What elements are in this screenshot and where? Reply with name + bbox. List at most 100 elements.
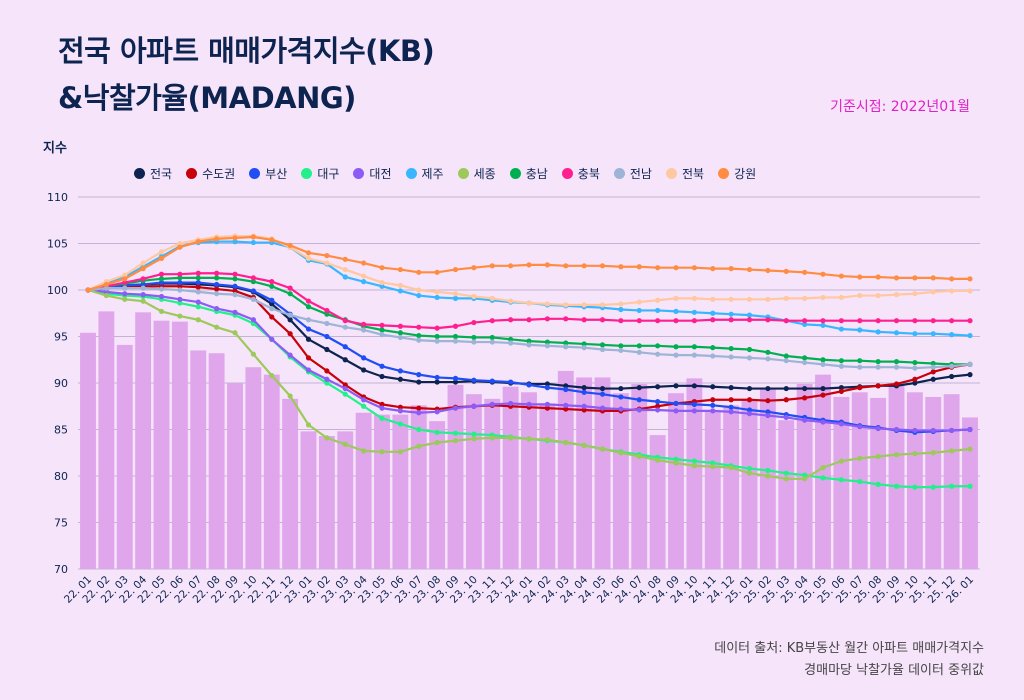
data-point — [728, 317, 734, 323]
data-point — [140, 298, 146, 304]
legend-label: 대전 — [369, 167, 392, 181]
data-point — [838, 326, 844, 332]
data-point — [967, 372, 973, 378]
legend-item[interactable]: 부산 — [249, 165, 287, 182]
bar-auction-rate — [631, 383, 648, 569]
data-point — [269, 237, 275, 243]
legend-item[interactable]: 전남 — [613, 165, 652, 182]
data-point — [103, 292, 109, 299]
data-point — [857, 364, 863, 370]
data-point — [673, 460, 679, 466]
data-point — [471, 339, 477, 345]
data-point — [728, 409, 734, 415]
legend-label: 대구 — [317, 167, 340, 181]
data-point — [324, 311, 330, 317]
data-point — [103, 289, 109, 295]
data-point — [140, 281, 146, 288]
bar-auction-rate — [190, 350, 207, 569]
data-point — [361, 367, 367, 373]
data-point — [379, 322, 385, 328]
data-point — [967, 276, 973, 282]
data-point — [361, 273, 367, 279]
data-point — [930, 289, 936, 295]
legend-label: 제주 — [421, 167, 444, 181]
data-point — [232, 239, 238, 245]
data-point — [618, 347, 624, 354]
data-point — [765, 356, 771, 362]
legend-item[interactable]: 수도권 — [186, 165, 235, 182]
data-point — [710, 345, 716, 351]
data-point — [287, 331, 293, 337]
data-point — [893, 292, 900, 298]
legend-label: 전북 — [681, 167, 705, 181]
legend-item[interactable]: 충남 — [509, 165, 548, 182]
bar-auction-rate — [245, 367, 262, 569]
legend-item[interactable]: 강원 — [718, 165, 756, 182]
legend-item[interactable]: 제주 — [405, 165, 444, 182]
data-point — [508, 340, 514, 346]
data-point — [930, 364, 936, 370]
data-point — [195, 299, 201, 305]
series-충북 — [85, 270, 973, 331]
data-point — [324, 368, 330, 374]
bar-auction-rate — [723, 405, 740, 569]
data-point — [269, 372, 275, 379]
data-point — [544, 301, 550, 307]
data-point — [875, 292, 881, 299]
data-point — [177, 271, 183, 277]
data-point — [930, 331, 936, 337]
bar-auction-rate — [686, 378, 703, 569]
data-point — [158, 271, 165, 277]
legend-marker-icon — [665, 168, 677, 179]
data-point — [783, 318, 789, 324]
y-tick-label: 90 — [54, 377, 68, 390]
bar-auction-rate — [759, 388, 776, 569]
legend-item[interactable]: 세종 — [457, 165, 496, 182]
data-point — [618, 318, 624, 324]
data-point — [250, 296, 256, 302]
data-point — [342, 324, 348, 330]
data-point — [250, 239, 256, 246]
data-point — [158, 308, 165, 314]
data-point — [581, 385, 587, 391]
data-point — [305, 255, 312, 261]
data-point — [361, 355, 367, 361]
legend-item[interactable]: 충북 — [561, 165, 600, 182]
data-point — [379, 279, 385, 286]
data-point — [783, 476, 789, 482]
data-point — [691, 383, 697, 389]
legend-item[interactable]: 대구 — [301, 165, 339, 182]
data-point — [875, 274, 881, 280]
legend-item[interactable]: 대전 — [353, 165, 392, 182]
data-point — [471, 334, 477, 341]
data-point — [214, 291, 220, 297]
data-point — [691, 352, 697, 358]
data-point — [618, 264, 624, 270]
legend-item[interactable]: 전북 — [665, 165, 705, 182]
data-point — [930, 484, 936, 490]
data-point — [857, 292, 863, 299]
legend-marker-icon — [249, 168, 261, 179]
data-point — [324, 333, 330, 340]
data-point — [728, 296, 734, 302]
data-point — [563, 386, 569, 393]
data-point — [691, 458, 697, 464]
data-point — [177, 300, 183, 306]
legend-marker-icon — [353, 168, 365, 179]
legend-marker-icon — [561, 168, 573, 179]
bar-auction-rate — [833, 396, 850, 569]
data-point — [912, 359, 918, 366]
data-point — [489, 334, 495, 341]
data-point — [857, 424, 863, 430]
data-point — [599, 346, 606, 353]
data-point — [912, 291, 918, 297]
data-point — [949, 318, 955, 324]
legend-item[interactable]: 전국 — [134, 165, 172, 182]
data-point — [416, 372, 422, 378]
data-point — [158, 276, 165, 282]
data-point — [379, 373, 385, 380]
data-point — [893, 364, 900, 370]
data-point — [563, 344, 569, 350]
data-point — [746, 312, 753, 318]
data-point — [324, 380, 330, 386]
